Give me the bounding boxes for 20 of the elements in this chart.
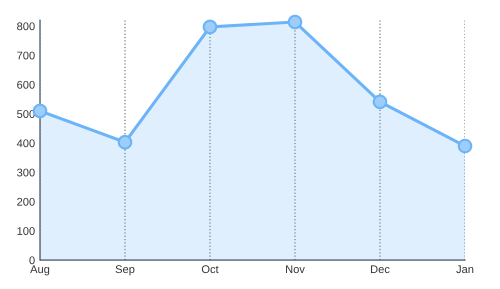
point: [458, 138, 472, 154]
y-tick-label: 700: [17, 52, 35, 60]
x-tick-label: Oct: [202, 265, 219, 274]
y-tick-label: 300: [17, 168, 35, 176]
point: [118, 134, 132, 150]
point: [202, 20, 218, 34]
point: [372, 94, 388, 110]
y-tick-label: 100: [17, 227, 35, 235]
y-tick-label: 600: [17, 80, 35, 89]
y-tick-label: 800: [17, 22, 35, 30]
point: [32, 104, 48, 118]
x-tick-label: Sep: [116, 265, 134, 276]
x-tick-label: Dec: [371, 265, 390, 274]
y-tick-label: 0: [29, 256, 35, 264]
x-tick-label: Jan: [456, 265, 474, 274]
y-tick-label: 400: [16, 139, 35, 148]
x-tick-label: Nov: [286, 265, 305, 274]
point: [288, 14, 302, 30]
y-tick-label: 200: [17, 198, 35, 206]
x-tick-label: Aug: [30, 265, 50, 276]
